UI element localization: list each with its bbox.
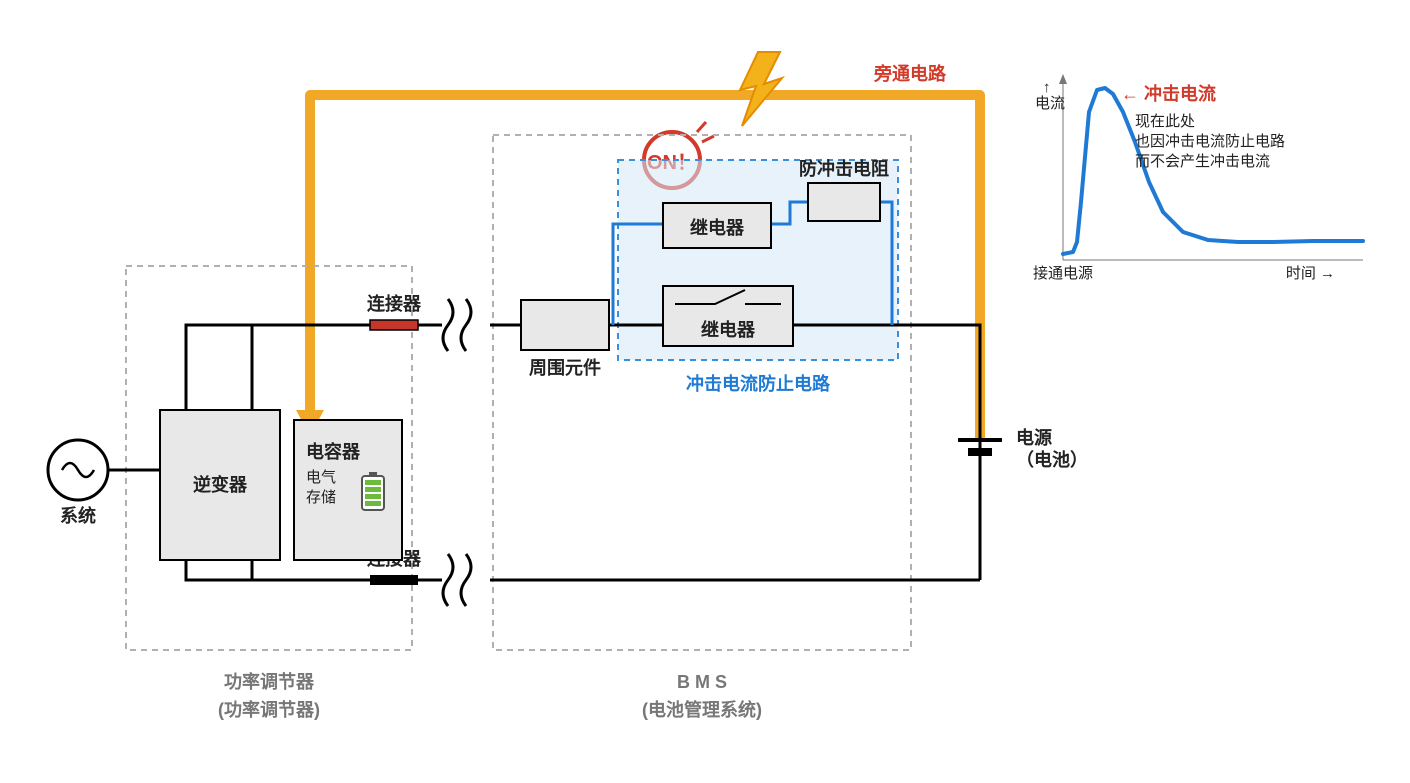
svg-text:电流: 电流 [1035,95,1065,112]
power-label-2: （电池） [1016,449,1088,470]
capacitor-sub2: 存储 [306,489,336,506]
svg-text:(功率调节器): (功率调节器) [218,699,320,720]
capacitor-title: 电容器 [306,441,361,462]
relay-bottom-label: 继电器 [701,319,756,340]
capacitor-sub1: 电气 [306,469,336,486]
system-label: 系统 [60,505,96,526]
svg-text:现在此处: 现在此处 [1135,113,1195,130]
svg-text:B M S: B M S [677,672,727,692]
break-icon [442,552,486,608]
peripheral-label: 周围元件 [529,357,601,378]
resistor-label: 防冲击电阻 [799,158,889,179]
svg-text:接通电源: 接通电源 [1033,265,1093,282]
relay-top-label: 继电器 [690,217,745,238]
connector-black [370,575,418,585]
bypass-label: 旁通电路 [873,63,947,84]
inrush-label: 冲击电流防止电路 [686,373,831,394]
peripheral-box [521,300,609,350]
svg-text:← 冲击电流: ← 冲击电流 [1121,83,1216,104]
lightning-icon [740,52,782,126]
connector-red [370,320,418,330]
resistor-box [808,183,880,221]
svg-text:也因冲击电流防止电路: 也因冲击电流防止电路 [1135,133,1285,150]
svg-text:时间 →: 时间 → [1286,265,1335,282]
svg-text:功率调节器: 功率调节器 [224,671,315,692]
power-label-1: 电源 [1016,427,1052,448]
svg-text:↑: ↑ [1043,79,1051,96]
connector-label-top: 连接器 [367,293,422,314]
break-icon [442,297,486,353]
inverter-label: 逆变器 [193,474,248,495]
svg-text:(电池管理系统): (电池管理系统) [642,699,762,720]
inrush-chart: ↑电流时间 → 接通电源 ← 冲击电流现在此处也因冲击电流防止电路而不会产生冲击电流 [1033,74,1363,282]
svg-text:而不会产生冲击电流: 而不会产生冲击电流 [1135,153,1270,170]
